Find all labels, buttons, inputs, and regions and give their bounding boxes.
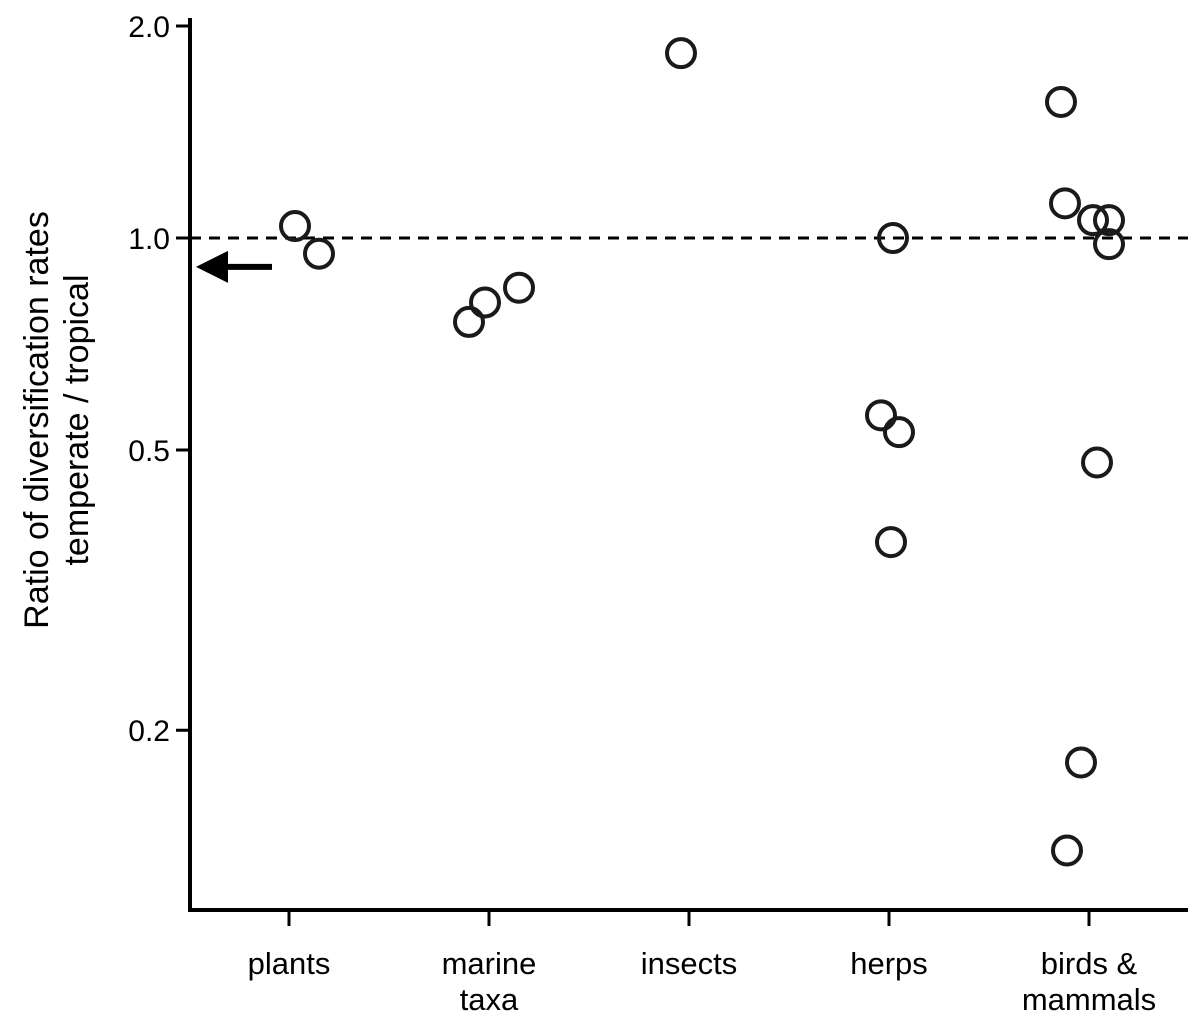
data-point bbox=[877, 222, 909, 254]
y-ticks: 0.2 0.5 1.0 2.0 bbox=[128, 11, 190, 748]
data-point bbox=[883, 416, 915, 449]
data-point bbox=[865, 399, 897, 432]
data-point bbox=[1045, 85, 1077, 118]
x-category-label: mammals bbox=[1022, 982, 1156, 1017]
data-point bbox=[1081, 446, 1113, 479]
data-point bbox=[1093, 228, 1125, 261]
data-point bbox=[875, 526, 907, 559]
axes bbox=[188, 18, 1188, 912]
data-point bbox=[665, 37, 697, 70]
x-category-label: plants bbox=[248, 946, 331, 981]
data-point bbox=[1077, 204, 1109, 237]
x-category-label: insects bbox=[641, 946, 737, 981]
y-tick-label: 1.0 bbox=[128, 223, 170, 256]
data-points bbox=[279, 37, 1125, 867]
data-point bbox=[1093, 204, 1125, 237]
arrow-head bbox=[196, 250, 228, 283]
data-point bbox=[469, 286, 501, 319]
data-point bbox=[503, 271, 535, 304]
y-axis-title: Ratio of diversification rates temperate… bbox=[18, 211, 96, 629]
y-tick-label: 2.0 bbox=[128, 11, 170, 44]
y-axis-title-line1: Ratio of diversification rates bbox=[18, 211, 56, 629]
y-tick-label: 0.5 bbox=[128, 435, 170, 468]
data-point bbox=[1049, 187, 1081, 220]
arrow-marker-group bbox=[196, 250, 272, 283]
data-point bbox=[1051, 834, 1083, 867]
x-category-label: taxa bbox=[460, 982, 519, 1017]
y-tick-label: 0.2 bbox=[128, 715, 170, 748]
data-point bbox=[1065, 746, 1097, 779]
y-axis-title-line2: temperate / tropical bbox=[58, 274, 96, 565]
data-point bbox=[303, 237, 335, 270]
data-point bbox=[279, 210, 311, 243]
data-point bbox=[453, 305, 485, 338]
x-category-label: birds & bbox=[1041, 946, 1138, 981]
x-category-label: herps bbox=[850, 946, 928, 981]
x-category-label: marine bbox=[442, 946, 537, 981]
